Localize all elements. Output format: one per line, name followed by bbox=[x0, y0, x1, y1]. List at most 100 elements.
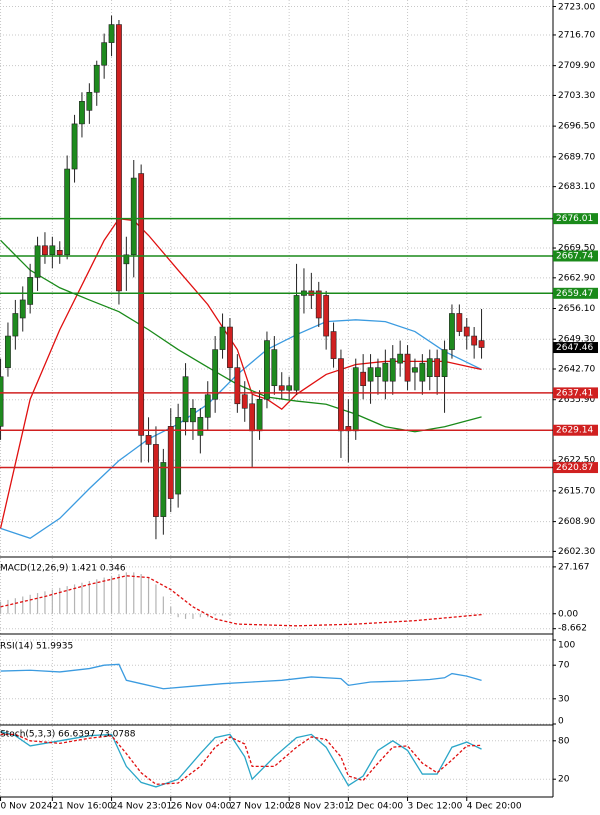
histogram-bar bbox=[44, 591, 46, 614]
histogram-bar bbox=[170, 606, 172, 614]
histogram-bar bbox=[140, 574, 142, 614]
level-label: 2620.87 bbox=[556, 463, 593, 473]
panel-title: RSI(14) 51.9935 bbox=[0, 642, 73, 652]
y-tick-label: 2608.90 bbox=[558, 517, 595, 527]
histogram-bar bbox=[73, 584, 76, 614]
histogram-bar bbox=[118, 574, 120, 614]
candle-body bbox=[167, 426, 174, 499]
panel-title: MACD(12,26,9) 1.421 0.346 bbox=[0, 564, 126, 574]
candle-body bbox=[160, 462, 167, 517]
histogram-bar bbox=[59, 587, 61, 614]
y-tick-label: 100 bbox=[558, 641, 575, 651]
y-tick-label: 70 bbox=[558, 661, 570, 671]
histogram-bar bbox=[192, 613, 194, 619]
candle-body bbox=[426, 358, 433, 377]
candle-body bbox=[0, 376, 4, 427]
panel-title: Stoch(5,3,3) 66.6397 73.0788 bbox=[0, 730, 136, 740]
candle-body bbox=[123, 254, 130, 265]
candle-body bbox=[471, 335, 478, 346]
y-tick-label: 2662.90 bbox=[558, 273, 595, 283]
candle-body bbox=[249, 403, 256, 432]
histogram-bar bbox=[229, 613, 231, 616]
candle-body bbox=[404, 353, 411, 382]
candle-body bbox=[93, 64, 100, 93]
histogram-bar bbox=[184, 613, 187, 619]
histogram-bar bbox=[221, 613, 224, 616]
candle-body bbox=[293, 295, 300, 391]
level-label-bg bbox=[553, 462, 598, 474]
histogram-bar bbox=[36, 593, 39, 614]
y-tick-label: 2602.30 bbox=[558, 547, 595, 557]
candle-body bbox=[190, 407, 196, 423]
candle-body bbox=[375, 367, 381, 377]
y-tick-label: 2669.50 bbox=[558, 244, 595, 254]
level-label: 2667.74 bbox=[556, 251, 593, 261]
y-tick-label: 2615.70 bbox=[558, 486, 595, 496]
candle-body bbox=[64, 168, 71, 256]
candle-body bbox=[42, 245, 48, 256]
candle-body bbox=[323, 295, 330, 337]
candle-body bbox=[227, 326, 233, 368]
histogram-bar bbox=[155, 584, 157, 614]
candle-body bbox=[101, 42, 108, 66]
y-tick-label: 2703.30 bbox=[558, 91, 595, 101]
candle-body bbox=[330, 331, 337, 359]
histogram-bar bbox=[7, 599, 9, 614]
marks bbox=[0, 15, 553, 788]
x-tick-label: 21 Nov 16:00 bbox=[52, 802, 113, 812]
y-tick-label: 2656.10 bbox=[558, 304, 595, 314]
histogram-bar bbox=[110, 575, 113, 614]
candle-body bbox=[234, 367, 241, 405]
level-label-bg bbox=[553, 250, 598, 262]
histogram-bar bbox=[66, 586, 68, 614]
indicator-line bbox=[0, 217, 482, 529]
candle-body bbox=[264, 340, 270, 400]
histogram-bar bbox=[22, 596, 24, 614]
histogram-bar bbox=[0, 601, 2, 614]
x-tick-label: 26 Nov 04:00 bbox=[171, 802, 232, 812]
candle-body bbox=[145, 435, 152, 445]
histogram-bar bbox=[214, 613, 216, 616]
candle-body bbox=[434, 358, 441, 377]
histogram-bar bbox=[81, 582, 83, 614]
histogram-bar bbox=[88, 580, 90, 614]
y-tick-label: 27.167 bbox=[558, 563, 590, 573]
candle-body bbox=[315, 290, 322, 319]
indicator-line bbox=[0, 663, 482, 690]
candle-body bbox=[12, 313, 19, 337]
y-tick-label: 80 bbox=[558, 736, 570, 746]
x-tick-label: 2 Dec 04:00 bbox=[348, 802, 403, 812]
candle-body bbox=[34, 245, 41, 278]
y-tick-label: 2635.90 bbox=[558, 395, 595, 405]
candle-body bbox=[382, 362, 389, 382]
candle-body bbox=[79, 101, 85, 125]
histogram-bar bbox=[133, 572, 135, 614]
x-tick-label: 3 Dec 12:00 bbox=[408, 802, 463, 812]
candle-body bbox=[397, 353, 404, 364]
level-label-bg bbox=[553, 387, 598, 399]
histogram-bar bbox=[147, 577, 150, 614]
x-tick-label: 24 Nov 23:01 bbox=[112, 802, 173, 812]
level-label: 2637.41 bbox=[556, 388, 593, 398]
histogram-bar bbox=[103, 577, 105, 614]
candle-body bbox=[27, 277, 34, 305]
candle-body bbox=[71, 123, 78, 170]
candle-body bbox=[352, 367, 359, 432]
y-tick-label: 2709.90 bbox=[558, 61, 595, 71]
candle-body bbox=[204, 394, 211, 418]
candle-body bbox=[116, 24, 122, 292]
last-price-bg bbox=[553, 342, 598, 354]
level-label-bg bbox=[553, 424, 598, 436]
level-label-bg bbox=[553, 213, 598, 225]
y-tick-label: 30 bbox=[558, 694, 570, 704]
y-tick-label: 2689.70 bbox=[558, 152, 595, 162]
candle-body bbox=[271, 349, 278, 387]
x-tick-label: 0 Nov 2024 bbox=[1, 802, 53, 812]
y-tick-label: 0 bbox=[558, 717, 564, 727]
candle-body bbox=[197, 417, 204, 436]
candle-body bbox=[338, 358, 344, 432]
last-price-label: 2647.46 bbox=[556, 343, 593, 353]
